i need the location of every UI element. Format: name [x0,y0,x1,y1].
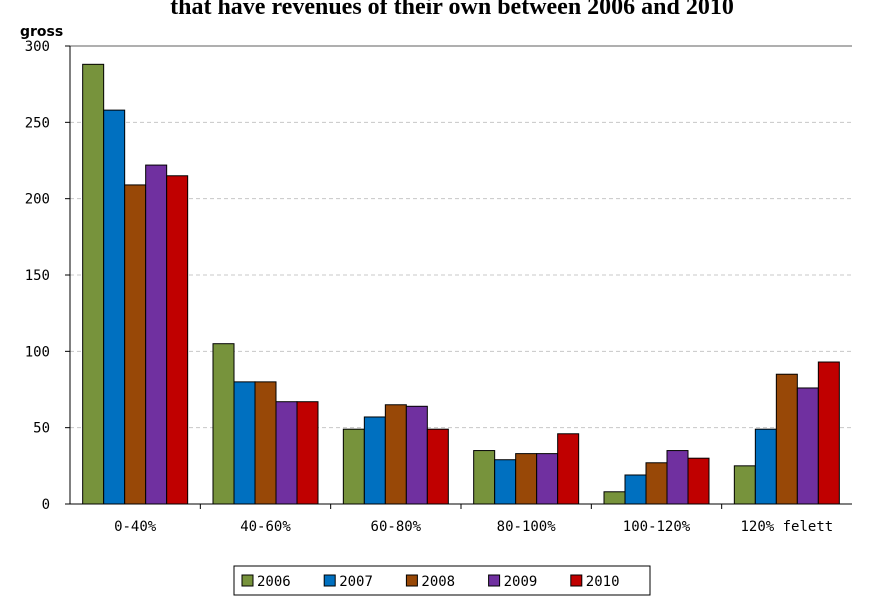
legend-label-2010: 2010 [586,574,620,590]
bar-2007-80-100% [494,459,517,505]
y-tick-label: 100 [25,344,50,360]
bar-2009-60-80% [405,405,428,505]
bar-2007-40-60% [233,381,256,505]
legend-label-2007: 2007 [339,574,373,590]
legend-swatch-2007 [323,574,336,587]
x-category-label: 0-40% [114,519,157,535]
y-tick-label: 200 [25,192,50,208]
bar-2010-120% felett [817,361,840,505]
bar-2010-60-80% [426,428,449,505]
x-category-label: 60-80% [371,519,422,535]
bar-2009-40-60% [275,401,298,505]
bar-2009-80-100% [536,453,559,505]
bar-2007-60-80% [363,416,386,505]
y-tick-label: 50 [33,421,50,437]
x-category-label: 120% felett [740,519,833,535]
y-tick-label: 150 [25,268,50,284]
bar-2008-60-80% [384,404,407,505]
bar-2008-120% felett [775,373,798,505]
legend-swatch-2008 [405,574,418,587]
bars [82,63,840,505]
y-tick-label: 300 [25,39,50,55]
bar-2009-0-40% [145,164,168,505]
y-axis-unit-label: gross [20,24,63,40]
bar-2006-40-60% [212,343,235,505]
gridlines [70,45,852,429]
legend-swatch-2009 [488,574,501,587]
x-category-label: 40-60% [240,519,291,535]
bar-2010-100-120% [687,457,710,505]
x-category-label: 80-100% [497,519,557,535]
bar-2006-80-100% [473,450,496,505]
legend-label-2009: 2009 [504,574,538,590]
bar-2010-0-40% [166,175,189,505]
bar-2009-120% felett [796,387,819,505]
bar-2006-60-80% [342,428,365,505]
bar-2010-40-60% [296,401,319,505]
y-tick-label: 0 [42,497,50,513]
chart-title: that have revenues of their own between … [170,0,734,20]
bar-2010-80-100% [557,433,580,505]
bar-2008-0-40% [124,184,147,505]
legend-label-2008: 2008 [421,574,455,590]
bar-2007-120% felett [754,428,777,505]
y-ticks: 0 50 100 150 200 250 300 [25,39,70,513]
legend: 2006 2007 2008 2009 2010 [233,565,651,596]
bar-2006-100-120% [603,491,626,505]
x-category-labels: 0-40% 40-60% 60-80% 80-100% 100-120% 120% fel… [114,519,833,535]
legend-label-2006: 2006 [257,574,291,590]
bar-2007-100-120% [624,474,647,505]
legend-swatch-2010 [570,574,583,587]
x-category-label: 100-120% [623,519,691,535]
bar-2008-100-120% [645,462,668,505]
y-tick-label: 250 [25,115,50,131]
bar-2007-0-40% [103,109,126,505]
legend-swatch-2006 [241,574,254,587]
bar-2009-100-120% [666,450,689,505]
bar-2006-120% felett [733,465,756,505]
bar-2008-40-60% [254,381,277,505]
bar-2008-80-100% [515,453,538,505]
bar-2006-0-40% [82,63,105,505]
